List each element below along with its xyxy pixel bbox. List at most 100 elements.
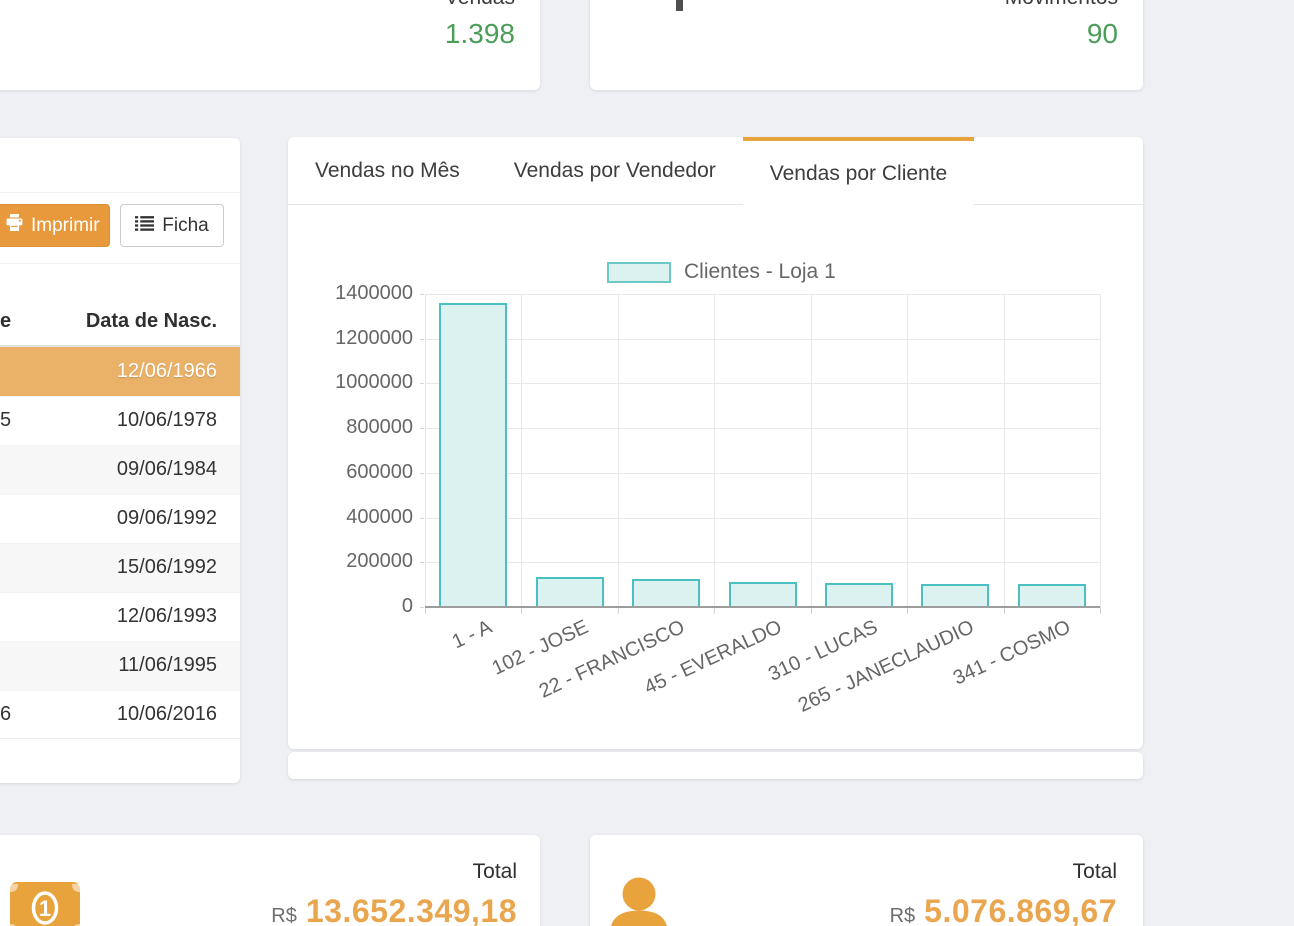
user-icon [604,877,674,926]
currency-symbol: R$ [271,905,297,926]
stat-label-movimentos: Movimentos [1005,0,1118,10]
stat-value-vendas: 1.398 [444,18,515,49]
stat-label-vendas: Vendas [445,0,515,10]
total-label: Total [1072,860,1117,883]
total-received-value: 5.076.869,67 [924,893,1117,926]
y-tick [420,607,424,608]
x-tick [810,607,812,614]
empty-panel-strip [288,752,1143,779]
table-row[interactable]: 6 10/06/2016 [0,690,240,739]
gridline-h [425,338,1100,340]
y-tick [420,338,424,340]
y-tick [420,562,424,564]
gridline-h [425,383,1100,385]
bar-102-jose [535,577,604,607]
table-row[interactable]: 15/06/1992 [0,543,240,592]
x-axis-label: 1 - A [448,616,496,654]
cell-birthdate: 15/06/1992 [116,556,217,578]
cell-name-fragment: 6 [0,703,12,725]
bar-310-lucas [824,583,893,607]
y-axis-label: 800000 [346,416,413,439]
x-tick [714,607,716,614]
total-label: Total [472,860,517,883]
sales-chart-panel: Vendas no Mês Vendas por Vendedor Vendas p… [288,137,1143,749]
bar-1-a [439,303,508,607]
x-tick [1003,607,1005,614]
y-tick [420,517,424,519]
table-header-name-fragment: e [0,310,12,332]
clients-table: e Data de Nasc. 12/06/1966 5 10/06/1978 09/… [0,300,240,739]
x-tick [521,607,523,614]
y-tick [420,472,424,474]
total-sales-value: 13.652.349,18 [305,893,517,926]
x-tick [907,607,909,614]
legend-label: Clientes - Loja 1 [684,260,836,283]
y-axis-label: 1000000 [335,371,413,394]
total-card-sales: 1 Total R$ 13.652.349,18 [0,835,540,926]
table-row[interactable]: 12/06/1966 [0,347,240,396]
total-card-received: Total R$ 5.076.869,67 [590,835,1143,926]
cell-birthdate: 11/06/1995 [118,654,217,676]
chart-legend[interactable]: Clientes - Loja 1 [607,260,836,284]
chart-tabs: Vendas no Mês Vendas por Vendedor Vendas p… [288,137,1143,206]
y-axis-label: 1400000 [335,282,413,304]
bar-265-janeclaudio [921,584,990,607]
stat-card-vendas: Vendas 1.398 [0,0,540,90]
cell-birthdate: 12/06/1993 [116,605,217,627]
imprimir-button-label: Imprimir [31,214,100,236]
gridline-h [425,472,1100,474]
x-tick [425,607,426,614]
gridline-v [1100,294,1101,607]
cell-name-fragment: 5 [0,409,12,431]
table-row[interactable]: 11/06/1995 [0,641,240,690]
currency-symbol: R$ [889,905,916,926]
tab-vendas-por-vendedor[interactable]: Vendas por Vendedor [513,158,716,182]
bar-22-francisco [632,579,701,607]
gridline-v [810,294,812,607]
gridline-v [907,294,909,607]
legend-swatch [607,261,671,283]
gridline-v [714,294,716,607]
gridline-v [521,294,523,607]
x-tick [1100,607,1101,614]
panel-divider [0,192,240,193]
gridline-v [617,294,619,607]
gridline-v [425,294,426,607]
bar-341-cosmo [1017,584,1086,607]
y-tick [420,428,424,430]
bar-45-everaldo [728,582,797,607]
y-tick [420,383,424,385]
y-axis-label: 200000 [346,550,413,573]
y-axis-label: 600000 [346,460,413,483]
ficha-button[interactable]: Ficha [120,204,224,247]
panel-divider [0,263,240,264]
imprimir-button[interactable]: Imprimir [0,204,110,247]
gridline-h [425,428,1100,430]
table-row[interactable]: 09/06/1992 [0,494,240,543]
clients-panel: Imprimir Ficha e Data de Nasc. 12/06/196… [0,138,240,783]
table-row[interactable]: 5 10/06/1978 [0,396,240,445]
stat-value-movimentos: 90 [1086,18,1118,49]
tab-vendas-por-cliente[interactable]: Vendas por Cliente [742,137,975,206]
list-icon [135,215,155,237]
gridline-v [1003,294,1005,607]
svg-text:1: 1 [39,896,51,921]
icon-fragment [676,0,683,11]
cell-birthdate: 10/06/2016 [116,703,217,725]
printer-icon [5,214,24,237]
tab-vendas-no-m-s[interactable]: Vendas no Mês [315,158,460,182]
cell-birthdate: 10/06/1978 [116,409,217,431]
table-row[interactable]: 09/06/1984 [0,445,240,494]
money-bill-icon: 1 [10,882,80,926]
gridline-h [425,562,1100,564]
x-axis-label: 265 - JANECLAUDIO [795,616,978,717]
y-tick [420,294,424,295]
cell-birthdate: 12/06/1966 [116,360,217,382]
gridline-h [425,517,1100,519]
x-axis-line [425,606,1100,608]
table-header-birthdate: Data de Nasc. [85,310,217,332]
gridline-h [425,294,1100,295]
table-row[interactable]: 12/06/1993 [0,592,240,641]
cell-birthdate: 09/06/1992 [116,507,217,529]
x-tick [617,607,619,614]
